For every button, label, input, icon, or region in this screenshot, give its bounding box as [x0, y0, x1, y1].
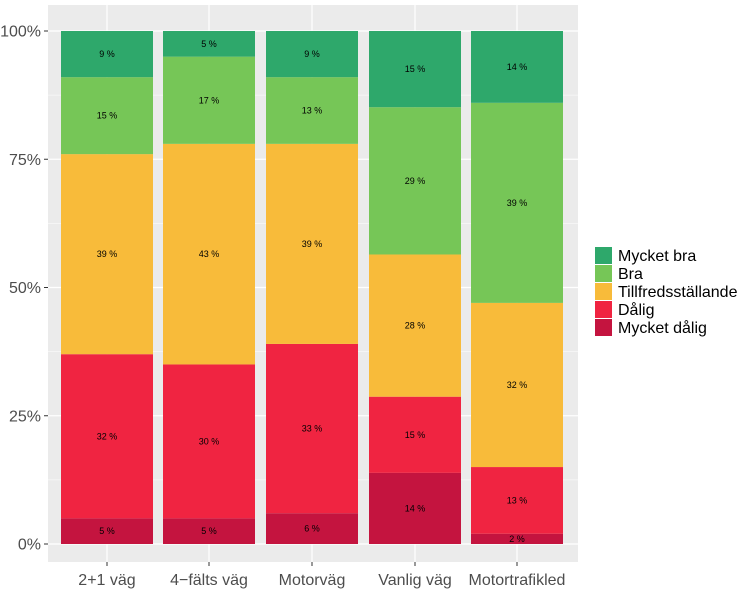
legend-key — [595, 319, 612, 336]
bar-segment — [471, 302, 563, 468]
y-axis: 0% 25% 50% 75% 100% — [0, 24, 48, 554]
bar-segment — [369, 396, 461, 473]
legend-label: Mycket bra — [618, 248, 696, 265]
bar-segment — [369, 107, 461, 255]
segment-value-label: 9 % — [304, 49, 320, 59]
segment-value-label: 15 % — [405, 64, 426, 74]
segment-value-label: 39 % — [97, 249, 118, 259]
segment-value-label: 29 % — [405, 176, 426, 186]
legend: Mycket braBraTillfredsställandeDåligMyck… — [595, 247, 738, 337]
segment-value-label: 32 % — [97, 431, 118, 441]
legend-label: Bra — [618, 266, 643, 283]
bar-segment — [61, 154, 153, 355]
legend-key — [595, 247, 612, 264]
bar-segment — [266, 31, 358, 78]
bar-segment — [266, 143, 358, 344]
y-tick-label: 100% — [0, 24, 41, 41]
legend-label: Mycket dålig — [618, 319, 707, 337]
x-tick-label: Vanlig väg — [378, 572, 452, 589]
bar-segment — [369, 254, 461, 397]
segment-value-label: 5 % — [201, 526, 217, 536]
bar-segment — [61, 31, 153, 78]
bar-segment — [163, 518, 255, 544]
segment-value-label: 15 % — [97, 111, 118, 121]
x-tick-label: Motorväg — [279, 572, 346, 589]
x-tick-label: 2+1 väg — [78, 572, 135, 589]
segment-value-label: 2 % — [509, 534, 525, 544]
segment-value-label: 5 % — [201, 39, 217, 49]
bar-segment — [369, 472, 461, 544]
bar-segment — [266, 343, 358, 514]
segment-value-label: 6 % — [304, 524, 320, 534]
bar-segment — [163, 56, 255, 144]
x-tick-label: 4−fälts väg — [170, 572, 248, 589]
segment-value-label: 5 % — [99, 526, 115, 536]
bar-segment — [471, 31, 563, 103]
bar-segment — [61, 77, 153, 155]
bar-segment — [163, 364, 255, 519]
bar-segment — [266, 513, 358, 544]
bar-segment — [266, 77, 358, 144]
segment-value-label: 28 % — [405, 321, 426, 331]
bar-segment — [163, 31, 255, 57]
y-tick-label: 75% — [9, 152, 41, 169]
x-axis: 2+1 väg 4−fälts väg Motorväg Vanlig väg Moto… — [78, 562, 565, 589]
segment-value-label: 32 % — [507, 380, 528, 390]
segment-value-label: 13 % — [507, 495, 528, 505]
bar-segment — [163, 143, 255, 365]
bar-segment — [471, 467, 563, 534]
legend-label: Tillfredsställande — [618, 284, 738, 301]
legend-key — [595, 283, 612, 300]
segment-value-label: 14 % — [405, 503, 426, 513]
segment-value-label: 15 % — [405, 430, 426, 440]
legend-key — [595, 301, 612, 318]
y-tick-label: 0% — [18, 537, 41, 554]
segment-value-label: 13 % — [302, 106, 323, 116]
bar-segment — [471, 102, 563, 303]
segment-value-label: 9 % — [99, 49, 115, 59]
legend-key — [595, 265, 612, 282]
bar-segment — [61, 354, 153, 519]
segment-value-label: 14 % — [507, 62, 528, 72]
x-tick-label: Motortrafikled — [469, 572, 566, 589]
bar-segment — [61, 518, 153, 544]
segment-value-label: 39 % — [302, 239, 323, 249]
segment-value-label: 30 % — [199, 436, 220, 446]
y-tick-label: 25% — [9, 408, 41, 425]
segment-value-label: 43 % — [199, 249, 220, 259]
y-tick-label: 50% — [9, 280, 41, 297]
bars: 5 % 32 % 39 % 15 % 9 % 5 % 30 % 43 % 17 % 5 % 6 % 3… — [61, 31, 563, 544]
bar-segment — [471, 533, 563, 544]
bar-segment — [369, 31, 461, 108]
segment-value-label: 17 % — [199, 95, 220, 105]
segment-value-label: 33 % — [302, 424, 323, 434]
segment-value-label: 39 % — [507, 198, 528, 208]
legend-label: Dålig — [618, 301, 654, 319]
